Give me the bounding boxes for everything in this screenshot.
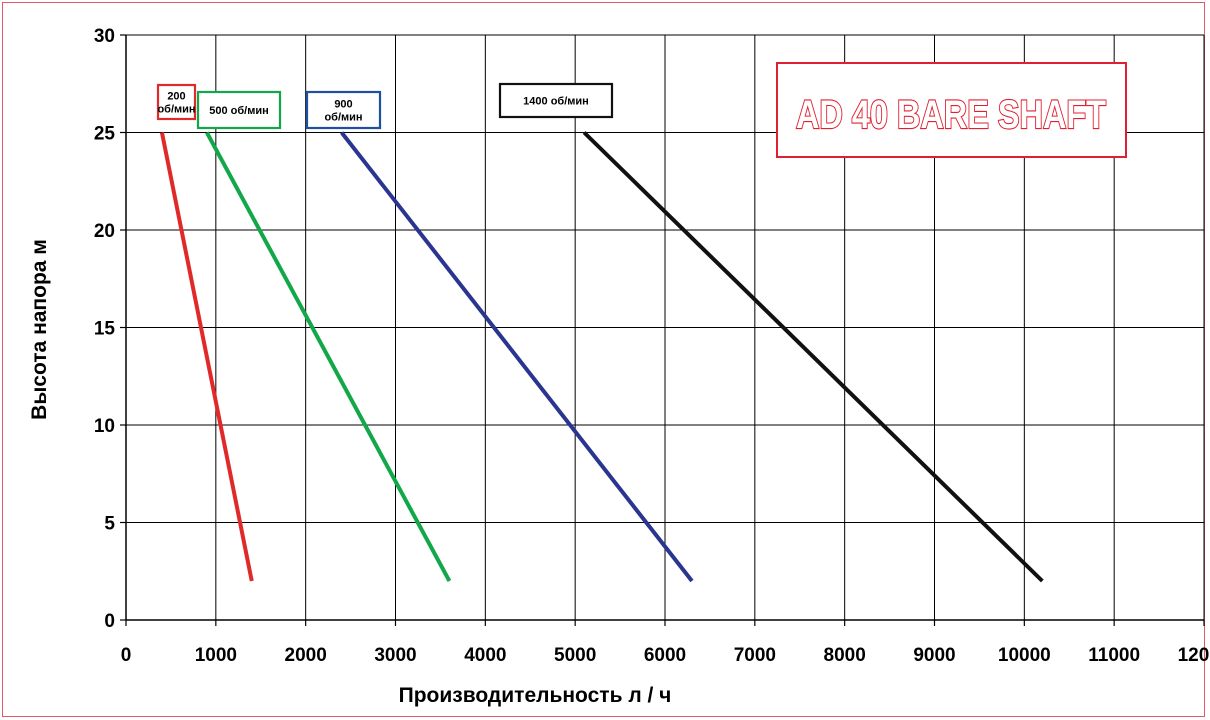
chart-title-box: AD 40 BARE SHAFT [776, 62, 1127, 158]
series-callout-box [305, 90, 382, 130]
x-tick-label: 4000 [464, 645, 506, 666]
chart-title: AD 40 BARE SHAFT [796, 93, 1106, 137]
x-tick-label: 3000 [374, 645, 416, 666]
series-callout-box [498, 82, 614, 119]
x-tick-label: 10000 [998, 645, 1051, 666]
y-tick-label: 15 [94, 319, 116, 340]
series-callout-box [156, 83, 197, 121]
series-line-3 [340, 131, 694, 583]
x-tick-label: 8000 [824, 645, 866, 666]
y-tick-label: 30 [94, 26, 115, 47]
axes: 0 1000 2000 3000 4000 5000 6000 7000 8000 9000 100… [28, 26, 1210, 707]
series-callout-label: 1400 об/мин [523, 96, 589, 108]
series-lines [159, 131, 1044, 583]
chart-title-frame [776, 62, 1127, 158]
y-tick-label: 20 [94, 221, 115, 242]
x-tick-label: 7000 [734, 645, 776, 666]
x-axis-title: Производительность л / ч [399, 684, 672, 707]
x-tick-label: 9000 [913, 645, 955, 666]
x-tick-label: 2000 [285, 645, 327, 666]
series-line-4 [582, 131, 1044, 583]
x-tick-label: 12000 [1178, 645, 1210, 666]
series-callout-4: 1400 об/мин [498, 82, 614, 119]
series-callout-box [196, 90, 282, 130]
y-tick-label: 25 [94, 124, 116, 145]
series-callout-label: об/мин [324, 112, 362, 124]
x-tick-label: 1000 [195, 645, 237, 666]
y-tick-label: 5 [104, 514, 115, 535]
y-tick-label: 0 [104, 611, 115, 632]
series-callout-label: 200 [167, 91, 185, 103]
y-tick-label: 10 [94, 416, 115, 437]
x-tick-label: 11000 [1088, 645, 1140, 666]
y-axis-title: Высота напора м [28, 239, 51, 420]
x-tick-label: 6000 [644, 645, 686, 666]
series-line-2 [205, 131, 452, 582]
series-callout-label: 900 [334, 99, 352, 111]
series-callout-2: 500 об/мин [196, 90, 282, 130]
series-callout-label: об/мин [157, 104, 195, 116]
series-callout-label: 500 об/мин [209, 105, 269, 117]
x-tick-label: 0 [121, 645, 132, 666]
x-tick-label: 5000 [554, 645, 596, 666]
series-line-1 [159, 132, 254, 582]
